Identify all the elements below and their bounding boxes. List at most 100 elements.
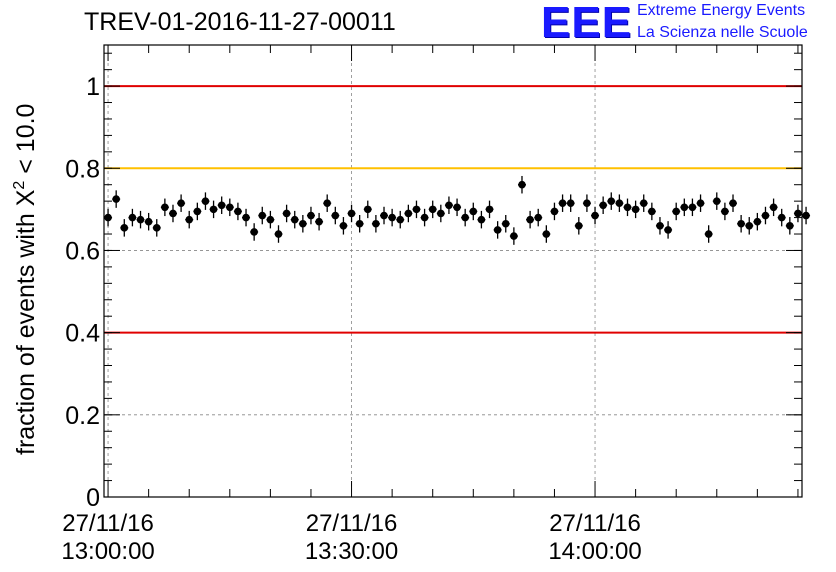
data-point — [688, 203, 697, 212]
data-point — [250, 228, 258, 236]
data-point — [777, 213, 786, 222]
data-point — [323, 199, 331, 207]
data-point — [534, 213, 543, 222]
data-point — [510, 232, 518, 240]
data-point — [769, 203, 778, 212]
data-point — [363, 205, 372, 214]
data-point — [437, 209, 445, 218]
data-point — [607, 197, 616, 205]
y-tick-label: 0.6 — [65, 237, 100, 265]
data-point — [583, 199, 591, 207]
data-point — [518, 180, 526, 189]
y-tick-label: 0.8 — [65, 155, 100, 183]
data-point — [201, 197, 210, 205]
x-tick-date: 27/11/16 — [62, 510, 154, 537]
data-point — [428, 205, 437, 214]
data-point — [794, 209, 802, 218]
data-point — [412, 205, 421, 214]
data-point — [761, 211, 770, 220]
data-point — [380, 211, 388, 220]
data-point — [404, 209, 413, 218]
data-point — [639, 199, 648, 207]
data-point — [128, 213, 137, 222]
data-point — [120, 224, 129, 232]
data-point — [152, 224, 161, 232]
data-point — [266, 215, 275, 224]
data-point — [258, 211, 267, 220]
data-point — [169, 209, 177, 218]
data-point — [217, 201, 226, 210]
data-point — [161, 203, 169, 212]
data-point — [737, 219, 745, 228]
x-tick-date: 27/11/16 — [306, 510, 398, 537]
data-point — [242, 213, 250, 222]
axes: 00.20.40.60.8127/11/1613:00:0027/11/1613… — [61, 45, 802, 565]
data-point — [226, 203, 234, 212]
data-point — [493, 226, 502, 234]
reference-lines — [104, 85, 802, 334]
data-point — [315, 217, 323, 226]
logo-line-2: La Scienza nelle Scuole — [637, 24, 808, 41]
data-point — [388, 213, 396, 222]
data-point — [477, 215, 486, 224]
data-point — [664, 226, 672, 234]
logo-mark: EEE — [541, 0, 633, 47]
data-point — [623, 203, 632, 212]
data-point — [347, 209, 356, 218]
data-point — [672, 207, 680, 216]
data-point — [372, 219, 380, 228]
data-point — [136, 215, 145, 224]
plot-frame — [103, 44, 803, 498]
data-point — [339, 222, 348, 230]
x-tick-time: 13:30:00 — [305, 538, 398, 565]
grid-lines — [104, 45, 802, 497]
data-point — [753, 217, 762, 226]
data-point — [299, 219, 307, 228]
y-tick-label: 1 — [86, 73, 100, 101]
x-tick-time: 14:00:00 — [548, 538, 641, 565]
data-point — [177, 199, 185, 207]
y-tick-label: 0 — [86, 484, 100, 512]
x-tick-time: 13:00:00 — [61, 538, 154, 565]
y-label-text: fraction of events with X — [12, 189, 40, 455]
y-label-cut: < 10.0 — [12, 104, 40, 181]
data-point — [745, 222, 754, 230]
data-point — [599, 201, 607, 210]
data-point — [712, 197, 721, 205]
data-point — [696, 199, 705, 207]
data-point — [575, 222, 583, 230]
data-point — [615, 199, 624, 207]
data-point — [307, 211, 315, 220]
data-point — [721, 207, 729, 216]
data-point — [290, 215, 299, 224]
data-point — [209, 205, 218, 214]
data-point — [331, 211, 340, 220]
x-tick-date: 27/11/16 — [549, 510, 641, 537]
data-point — [396, 215, 405, 224]
data-points — [104, 175, 811, 245]
data-point — [469, 207, 478, 216]
data-point — [193, 207, 202, 216]
data-point — [112, 195, 120, 203]
logo-line-1: Extreme Energy Events — [637, 2, 806, 19]
data-point — [501, 219, 510, 228]
data-point — [185, 215, 194, 224]
y-label-sup: 2 — [11, 181, 28, 190]
data-point — [445, 201, 453, 210]
data-point — [729, 199, 737, 207]
data-point — [550, 207, 559, 216]
data-point — [566, 199, 575, 207]
data-point — [591, 211, 599, 220]
data-point — [704, 230, 713, 238]
data-point — [558, 199, 567, 207]
data-point — [453, 203, 461, 212]
data-point — [355, 219, 364, 228]
data-point — [526, 215, 534, 224]
data-point — [680, 203, 689, 212]
data-point — [420, 213, 429, 222]
data-point — [631, 205, 640, 214]
y-axis-label: fraction of events with X2 < 10.0 — [11, 104, 40, 455]
data-point — [461, 213, 469, 222]
data-point — [802, 211, 810, 220]
